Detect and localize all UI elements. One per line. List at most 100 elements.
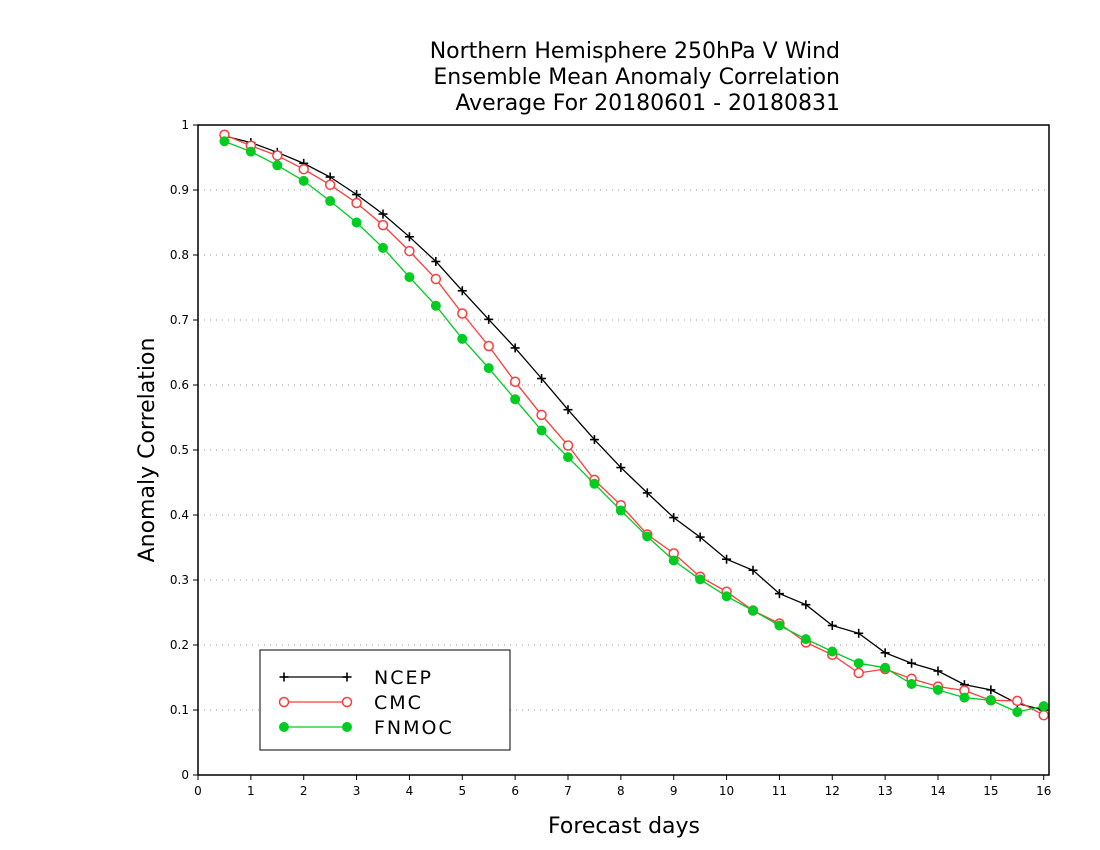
data-point-ncep [510, 343, 520, 353]
data-point-ncep [537, 374, 547, 383]
data-point-fnmoc [1038, 701, 1049, 712]
x-tick-label: 1 [247, 784, 255, 798]
x-axis-title: Forecast days [548, 814, 700, 839]
legend-entries: NCEP CMC FNMOC [278, 667, 452, 739]
data-point-ncep [986, 685, 996, 695]
y-tick-label: 0.3 [170, 573, 189, 587]
legend-entry-fnmoc: FNMOC [279, 717, 452, 739]
y-tick-label: 0.6 [170, 378, 189, 392]
y-tick-label: 0 [181, 768, 189, 782]
x-tick-label: 0 [194, 784, 202, 798]
x-tick-label: 2 [300, 784, 308, 798]
data-point-fnmoc [615, 505, 626, 516]
y-axis-title: Anomaly Correlation [135, 338, 160, 563]
data-point-cmc [562, 440, 574, 451]
data-point-ncep [669, 513, 679, 523]
y-tick-label: 0.1 [170, 703, 189, 717]
data-point-ncep [907, 658, 917, 668]
chart-title-line-1: Northern Hemisphere 250hPa V Wind [430, 39, 840, 64]
data-point-fnmoc [748, 605, 758, 616]
data-point-fnmoc [800, 634, 811, 645]
x-tick-label: 3 [353, 784, 361, 798]
data-point-cmc [853, 667, 864, 679]
data-point-cmc [1012, 695, 1023, 707]
y-tick-label: 0.5 [170, 443, 189, 457]
data-point-fnmoc [483, 363, 494, 374]
data-point-ncep [880, 648, 890, 658]
axis-ticks: 00.10.20.30.40.50.60.70.80.910 1 2 3 4 5 6 7 8 9 1… [170, 118, 1051, 798]
legend-marker-cmc [278, 696, 290, 708]
chart-title-line-3: Average For 20180601 - 20180831 [455, 91, 840, 116]
data-point-fnmoc [853, 658, 864, 669]
x-tick-label: 4 [406, 784, 414, 798]
data-point-ncep [431, 257, 441, 266]
data-point-fnmoc [510, 394, 521, 405]
x-tick-label: 8 [617, 784, 625, 798]
series-lines [219, 129, 1049, 721]
data-point-ncep [589, 435, 599, 445]
data-point-fnmoc [219, 136, 230, 147]
legend-marker-ncep [279, 672, 289, 682]
data-point-cmc [457, 308, 468, 319]
legend-marker-cmc [341, 696, 353, 708]
y-tick-label: 0.2 [170, 638, 189, 652]
data-point-ncep [563, 405, 573, 415]
series-line-fnmoc [224, 140, 1044, 713]
data-point-ncep [748, 565, 758, 575]
y-tick-label: 0.8 [170, 248, 189, 262]
y-tick-label: 0.7 [170, 313, 189, 327]
data-point-fnmoc [351, 217, 362, 228]
data-point-ncep [827, 621, 837, 630]
data-point-fnmoc [589, 478, 600, 489]
data-point-fnmoc [272, 160, 283, 171]
data-point-ncep [933, 666, 943, 676]
data-point-cmc [404, 245, 415, 257]
data-point-fnmoc [1012, 706, 1023, 717]
data-point-cmc [272, 150, 283, 161]
x-tick-label: 13 [878, 784, 893, 798]
series-line-ncep [224, 135, 1044, 711]
x-tick-label: 15 [983, 784, 998, 798]
data-point-fnmoc [404, 272, 415, 283]
legend-marker-fnmoc [279, 722, 289, 732]
data-point-fnmoc [721, 591, 732, 602]
legend-marker-ncep [342, 672, 352, 682]
x-tick-label: 16 [1036, 784, 1051, 798]
data-point-fnmoc [985, 695, 996, 706]
y-tick-label: 0.4 [170, 508, 189, 522]
legend-marker-fnmoc [342, 722, 352, 732]
y-tick-label: 1 [181, 118, 189, 132]
data-point-fnmoc [378, 242, 388, 253]
data-point-cmc [536, 409, 547, 421]
data-point-ncep [616, 463, 626, 473]
data-point-fnmoc [933, 684, 943, 695]
x-tick-label: 10 [719, 784, 734, 798]
data-point-fnmoc [906, 679, 917, 689]
data-point-fnmoc [298, 175, 309, 186]
x-tick-label: 11 [772, 784, 787, 798]
data-point-fnmoc [245, 146, 256, 157]
x-tick-label: 7 [564, 784, 572, 798]
data-point-cmc [509, 376, 521, 387]
data-point-ncep [774, 589, 784, 599]
data-point-cmc [351, 197, 362, 209]
legend-box [259, 649, 511, 751]
legend-label-ncep: NCEP [374, 667, 433, 689]
data-point-ncep [642, 488, 652, 498]
series-ncep [219, 131, 1049, 715]
data-point-cmc [1038, 709, 1049, 721]
data-point-ncep [404, 232, 414, 242]
data-point-ncep [695, 532, 705, 542]
data-point-ncep [801, 600, 811, 610]
data-point-cmc [483, 340, 494, 352]
x-tick-label: 14 [930, 784, 945, 798]
data-point-cmc [430, 273, 442, 285]
data-point-cmc [377, 219, 389, 231]
data-point-ncep [352, 190, 362, 200]
data-point-ncep [854, 628, 864, 638]
x-tick-label: 5 [458, 784, 466, 798]
legend: NCEP CMC FNMOC [259, 649, 511, 751]
data-point-cmc [324, 179, 336, 191]
data-point-fnmoc [959, 692, 970, 703]
y-tick-label: 0.9 [170, 183, 189, 197]
